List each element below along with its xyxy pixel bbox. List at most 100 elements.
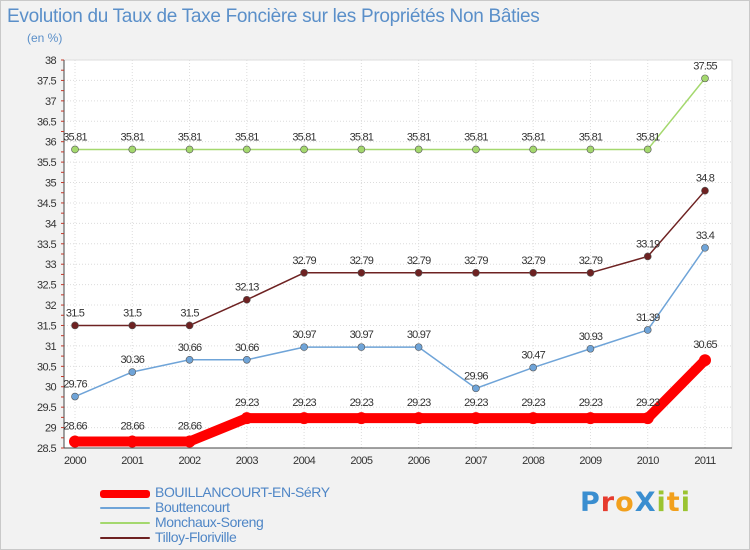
data-point — [472, 268, 480, 277]
x-tick-label: 2002 — [179, 455, 202, 467]
data-point — [586, 344, 595, 353]
data-label: 35.81 — [350, 131, 374, 143]
data-label: 32.79 — [521, 255, 545, 267]
data-point — [643, 145, 652, 154]
y-tick-label: 36 — [45, 137, 57, 149]
x-tick-label: 2008 — [522, 455, 545, 467]
data-point — [586, 268, 595, 277]
data-point — [586, 145, 595, 154]
data-label: 28.66 — [121, 420, 145, 432]
x-tick-label: 2000 — [64, 455, 87, 467]
y-tick-label: 35.5 — [37, 157, 56, 169]
data-label: 30.97 — [350, 329, 374, 341]
data-point — [128, 145, 137, 154]
data-label: 29.96 — [464, 370, 488, 382]
data-label: 30.36 — [121, 354, 145, 366]
legend-swatch — [100, 537, 150, 539]
y-tick-label: 29 — [45, 423, 57, 435]
data-point — [243, 355, 251, 364]
data-label: 32.79 — [579, 255, 603, 267]
data-label: 32.79 — [464, 255, 488, 267]
data-point — [128, 321, 137, 330]
series-line-3 — [74, 189, 706, 327]
y-tick-label: 32.5 — [37, 280, 56, 292]
x-tick-label: 2011 — [694, 455, 716, 467]
y-tick-label: 37.5 — [37, 75, 56, 87]
data-label: 30.97 — [407, 329, 431, 341]
data-point — [529, 268, 537, 277]
data-point — [643, 326, 652, 334]
y-tick-label: 33.5 — [37, 239, 56, 251]
data-point — [128, 368, 137, 376]
data-point — [414, 343, 423, 351]
data-point — [71, 145, 79, 154]
y-tick-label: 28.5 — [37, 443, 56, 455]
legend-label: Bouttencourt — [155, 499, 230, 515]
data-label: 29.23 — [350, 397, 374, 409]
data-point — [699, 354, 711, 367]
data-point — [185, 355, 194, 364]
data-point — [71, 392, 79, 401]
data-label: 29.23 — [235, 397, 259, 409]
data-label: 30.97 — [292, 329, 316, 341]
data-label: 30.65 — [693, 339, 717, 351]
data-point — [243, 295, 251, 304]
y-tick-label: 31 — [45, 341, 57, 353]
data-point — [243, 145, 251, 154]
legend-label: Tilloy-Floriville — [155, 529, 237, 545]
x-tick-label: 2001 — [121, 455, 144, 467]
data-point — [185, 145, 194, 154]
data-label: 30.93 — [579, 331, 603, 343]
data-point — [527, 412, 540, 425]
legend-swatch — [100, 490, 150, 498]
data-point — [414, 268, 423, 277]
y-tick-label: 33 — [45, 259, 57, 271]
data-point — [71, 321, 79, 330]
data-label: 34.8 — [696, 173, 715, 185]
data-point — [472, 384, 480, 393]
data-label: 30.66 — [178, 342, 202, 354]
y-tick-label: 36.5 — [37, 116, 56, 128]
data-point — [469, 412, 482, 425]
y-tick-label: 30.5 — [37, 361, 56, 373]
y-tick-label: 30 — [45, 382, 57, 394]
data-label: 35.81 — [63, 131, 87, 143]
data-point — [529, 145, 537, 154]
series-line-2 — [74, 77, 706, 151]
data-label: 35.81 — [121, 131, 145, 143]
y-tick-label: 38 — [45, 55, 57, 67]
y-tick-label: 37 — [45, 96, 57, 108]
data-point — [69, 435, 81, 448]
data-label: 29.23 — [521, 397, 545, 409]
data-point — [185, 321, 194, 330]
data-label: 29.23 — [464, 397, 488, 409]
data-label: 31.39 — [636, 312, 660, 324]
data-point — [355, 412, 368, 425]
data-point — [584, 412, 597, 425]
data-label: 35.81 — [235, 131, 259, 143]
data-label: 29.23 — [579, 397, 603, 409]
data-label: 37.55 — [693, 60, 717, 72]
data-point — [357, 343, 366, 351]
y-tick-label: 31.5 — [37, 320, 56, 332]
data-label: 31.5 — [123, 307, 142, 319]
chart-subtitle: (en %) — [27, 31, 63, 45]
data-point — [300, 343, 308, 351]
data-label: 35.81 — [579, 131, 603, 143]
data-point — [357, 145, 366, 154]
data-label: 32.13 — [235, 282, 259, 294]
series-line-0 — [70, 355, 710, 447]
data-point — [126, 435, 139, 448]
data-point — [412, 412, 425, 425]
data-label: 29.23 — [292, 397, 316, 409]
plot-area — [63, 59, 733, 449]
series-line-1 — [74, 247, 706, 398]
proxiti-logo: ProXiti — [580, 487, 691, 518]
data-point — [357, 268, 366, 277]
chart-title: Evolution du Taux de Taxe Foncière sur l… — [7, 6, 540, 27]
x-tick-label: 2005 — [350, 455, 373, 467]
data-point — [472, 145, 480, 154]
x-tick-label: 2009 — [579, 455, 602, 467]
data-point — [240, 412, 253, 425]
